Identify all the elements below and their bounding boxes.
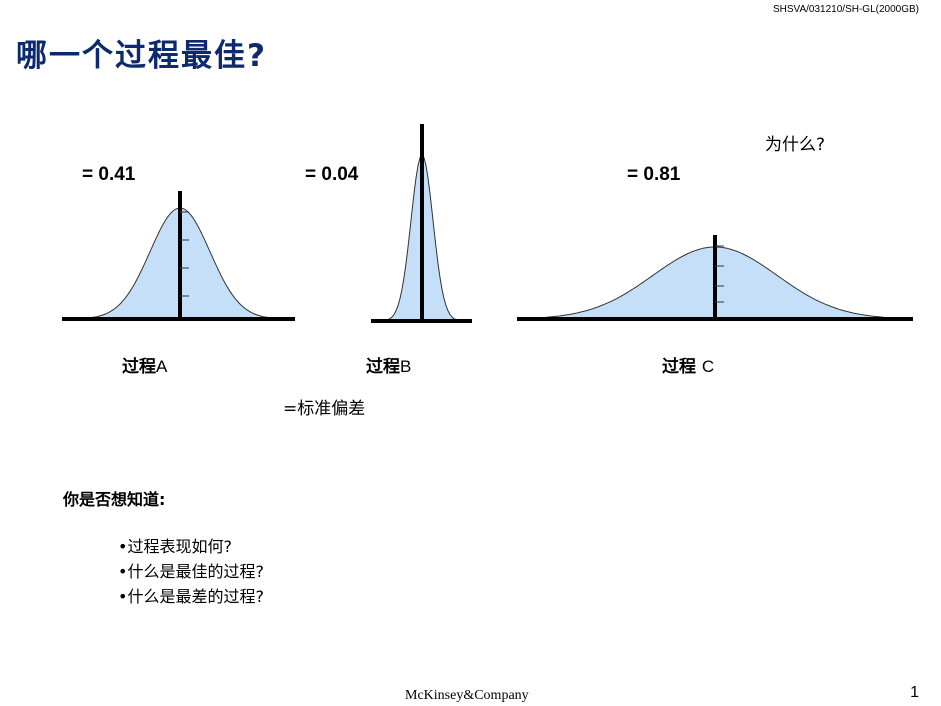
sigma-label-a: = 0.41	[82, 164, 136, 185]
why-note: 为什么?	[765, 135, 826, 155]
sigma-legend: =标准偏差	[283, 399, 366, 419]
question-item: •什么是最佳的过程?	[118, 562, 264, 581]
page-title: 哪一个过程最佳?	[16, 38, 267, 74]
reference-code: SHSVA/031210/SH-GL(2000GB)	[772, 4, 919, 15]
page-number: 1	[910, 684, 919, 701]
process-label-b: 过程B	[366, 357, 412, 377]
company-logo: McKinsey&Company	[405, 688, 529, 703]
process-label-a: 过程A	[122, 357, 168, 377]
questions-intro: 你是否想知道:	[63, 490, 166, 509]
question-item: •什么是最差的过程?	[118, 587, 264, 606]
sigma-label-c: = 0.81	[627, 164, 681, 185]
question-item: •过程表现如何?	[118, 537, 232, 556]
process-label-c: 过程 C	[662, 357, 715, 377]
sigma-label-b: = 0.04	[305, 164, 359, 185]
